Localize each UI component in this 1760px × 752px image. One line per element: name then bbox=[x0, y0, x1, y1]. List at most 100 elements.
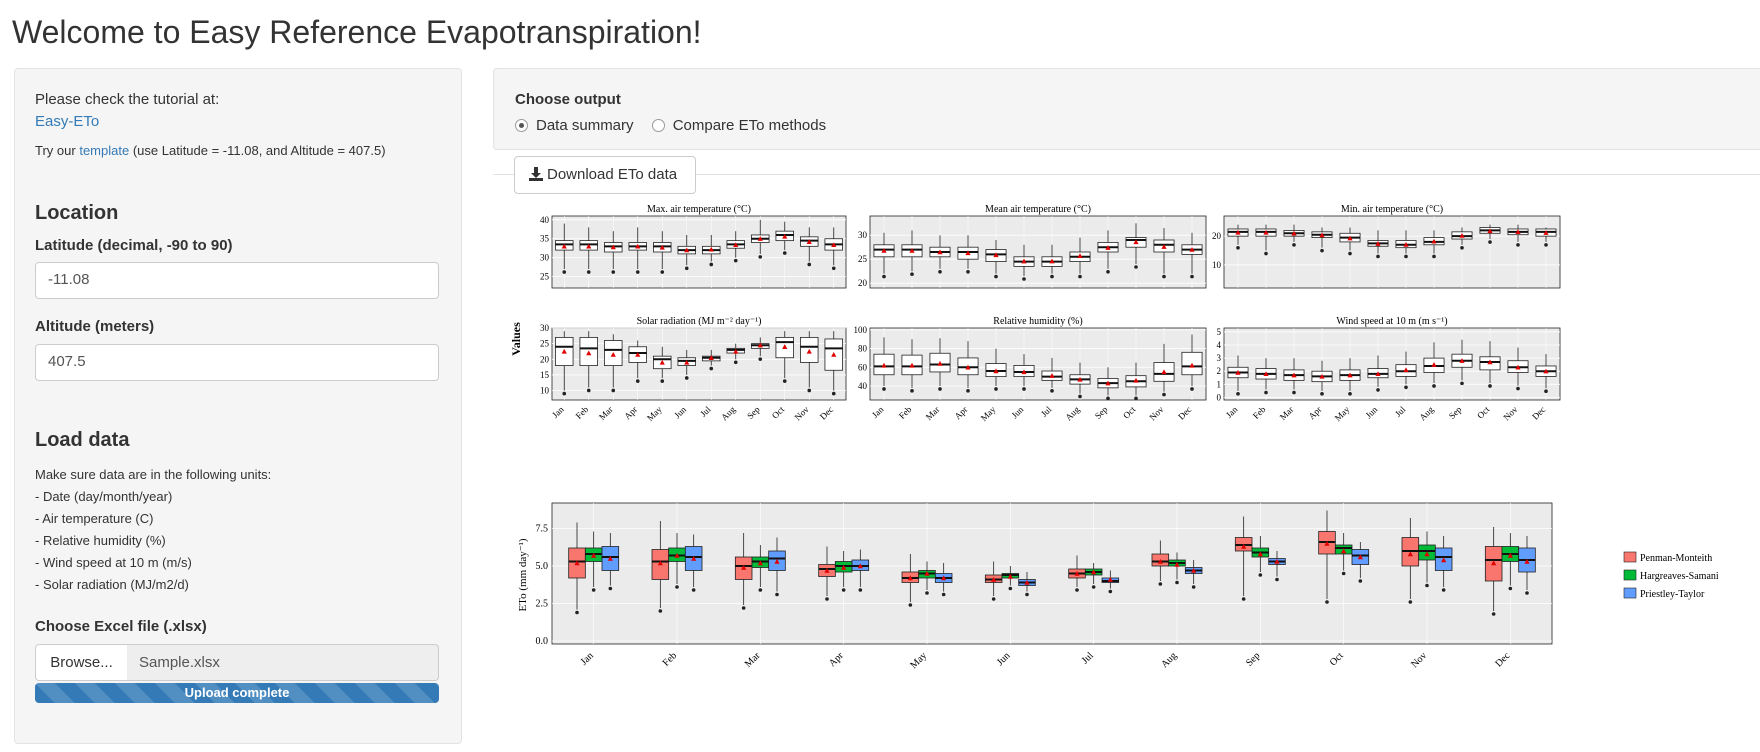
x-tick-label: Mar bbox=[924, 404, 942, 422]
x-tick-label: Sep bbox=[745, 404, 762, 421]
outlier-point bbox=[1358, 579, 1363, 583]
page-title: Welcome to Easy Reference Evapotranspira… bbox=[12, 14, 702, 50]
outlier-point bbox=[1325, 600, 1329, 604]
altitude-input[interactable]: 407.5 bbox=[35, 344, 439, 381]
mean-marker bbox=[965, 364, 971, 370]
x-tick-label: Sep bbox=[1447, 404, 1464, 421]
outlier-point bbox=[635, 379, 640, 383]
outlier-point bbox=[709, 262, 714, 267]
mean-marker bbox=[937, 360, 943, 366]
download-eto-button[interactable]: Download ETo data bbox=[514, 156, 696, 194]
x-tick-label: Oct bbox=[1475, 404, 1492, 421]
mean-marker bbox=[1049, 258, 1055, 264]
outlier-point bbox=[586, 388, 591, 393]
y-tick-label: 15 bbox=[540, 370, 550, 380]
mean-marker bbox=[1524, 558, 1530, 564]
output-panel: Choose output Data summary Compare ETo m… bbox=[493, 68, 1760, 150]
browse-button[interactable]: Browse... bbox=[35, 644, 128, 681]
mean-marker bbox=[659, 244, 665, 250]
mean-marker bbox=[1357, 554, 1363, 560]
mean-marker bbox=[1459, 232, 1465, 238]
mean-marker bbox=[1133, 239, 1139, 245]
outlier-point bbox=[1025, 592, 1029, 597]
x-tick-label: Dec bbox=[1176, 404, 1193, 421]
mean-marker bbox=[657, 560, 663, 566]
outlier-point bbox=[1460, 381, 1464, 386]
outlier-point bbox=[591, 588, 596, 592]
x-tick-label: Nov bbox=[1409, 650, 1429, 670]
x-tick-label: Jun bbox=[1009, 404, 1025, 420]
y-tick-label: 25 bbox=[540, 272, 550, 282]
mean-marker bbox=[1431, 238, 1437, 244]
outlier-point bbox=[1078, 394, 1082, 399]
mean-marker bbox=[757, 560, 763, 566]
outlier-point bbox=[562, 270, 567, 274]
outlier-point bbox=[1134, 265, 1138, 269]
outlier-point bbox=[1022, 277, 1026, 281]
outlier-point bbox=[1106, 396, 1110, 401]
download-icon bbox=[529, 167, 543, 181]
legend-swatch bbox=[1623, 551, 1637, 563]
tutorial-link[interactable]: Easy-ETo bbox=[35, 113, 100, 130]
outlier-point bbox=[660, 379, 665, 383]
panel-3: Solar radiation (MJ m⁻² day⁻¹) 10 15 20 25 30… bbox=[540, 316, 847, 423]
units-intro: Make sure data are in the following unit… bbox=[35, 467, 272, 482]
mean-marker bbox=[782, 344, 788, 349]
outlier-point bbox=[994, 387, 998, 391]
mean-marker bbox=[1021, 369, 1027, 375]
outlier-point bbox=[575, 610, 579, 615]
outlier-point bbox=[1275, 577, 1279, 582]
outlier-point bbox=[1022, 387, 1026, 391]
outlier-point bbox=[925, 591, 929, 595]
radio-data-summary[interactable]: Data summary bbox=[515, 117, 634, 134]
radio-unselected-icon[interactable] bbox=[651, 119, 665, 132]
outlier-point bbox=[775, 592, 779, 597]
unit-air-temperature: - Air temperature (C) bbox=[35, 511, 154, 526]
mean-marker bbox=[831, 352, 837, 357]
outlier-point bbox=[1508, 586, 1513, 591]
y-tick-label: 40 bbox=[540, 215, 550, 225]
outlier-point bbox=[1425, 583, 1429, 588]
y-tick-label: 30 bbox=[540, 253, 550, 263]
x-tick-label: May bbox=[645, 404, 664, 423]
tutorial-text: Please check the tutorial at: bbox=[35, 91, 220, 108]
outlier-point bbox=[1544, 243, 1548, 247]
x-tick-label: Apr bbox=[827, 650, 846, 669]
mean-marker bbox=[1235, 229, 1241, 235]
x-tick-label: Dec bbox=[1530, 404, 1547, 421]
mean-marker bbox=[909, 247, 915, 253]
y-tick-label: 35 bbox=[540, 234, 550, 244]
x-tick-label: Apr bbox=[1306, 404, 1323, 421]
outlier-point bbox=[782, 251, 787, 255]
mean-marker bbox=[691, 555, 697, 561]
mean-marker bbox=[937, 249, 943, 255]
legend-label: Hargreaves-Samani bbox=[1640, 571, 1719, 582]
panel-title: Solar radiation (MJ m⁻² day⁻¹) bbox=[637, 316, 762, 327]
x-tick-label: Oct bbox=[1328, 650, 1346, 668]
x-tick-label: Aug bbox=[1159, 650, 1179, 670]
radio-compare-methods[interactable]: Compare ETo methods bbox=[651, 117, 826, 134]
panel-5: Wind speed at 10 m (m s⁻¹) 0 1 2 3 4 5 Jan Feb Ma… bbox=[1217, 316, 1561, 423]
y-tick-label: 25 bbox=[540, 339, 550, 349]
outlier-point bbox=[831, 391, 836, 396]
x-tick-label: Nov bbox=[793, 404, 811, 422]
x-tick-label: Mar bbox=[743, 650, 763, 670]
mean-marker bbox=[1543, 368, 1549, 374]
mean-marker bbox=[635, 352, 641, 357]
mean-marker bbox=[1319, 232, 1325, 238]
template-link[interactable]: template bbox=[79, 143, 130, 158]
upload-status: Upload complete bbox=[184, 685, 290, 700]
mean-marker bbox=[1263, 371, 1269, 377]
outlier-point bbox=[1175, 580, 1179, 585]
y-axis-label: ETo (mm day⁻¹) bbox=[517, 538, 529, 611]
mean-marker bbox=[708, 355, 714, 360]
x-tick-label: Feb bbox=[1251, 404, 1268, 421]
radio-selected-icon[interactable] bbox=[515, 119, 528, 132]
mean-marker bbox=[1105, 245, 1111, 250]
eto-methods-chart: 0.0 2.5 5.0 7.5 ETo (mm day⁻¹) Jan Feb Mar Apr Ma… bbox=[517, 502, 1719, 671]
latitude-input[interactable]: -11.08 bbox=[35, 262, 439, 299]
mean-marker bbox=[1403, 241, 1409, 247]
outlier-point bbox=[758, 255, 763, 259]
outlier-point bbox=[709, 366, 714, 371]
mean-marker bbox=[831, 242, 837, 247]
